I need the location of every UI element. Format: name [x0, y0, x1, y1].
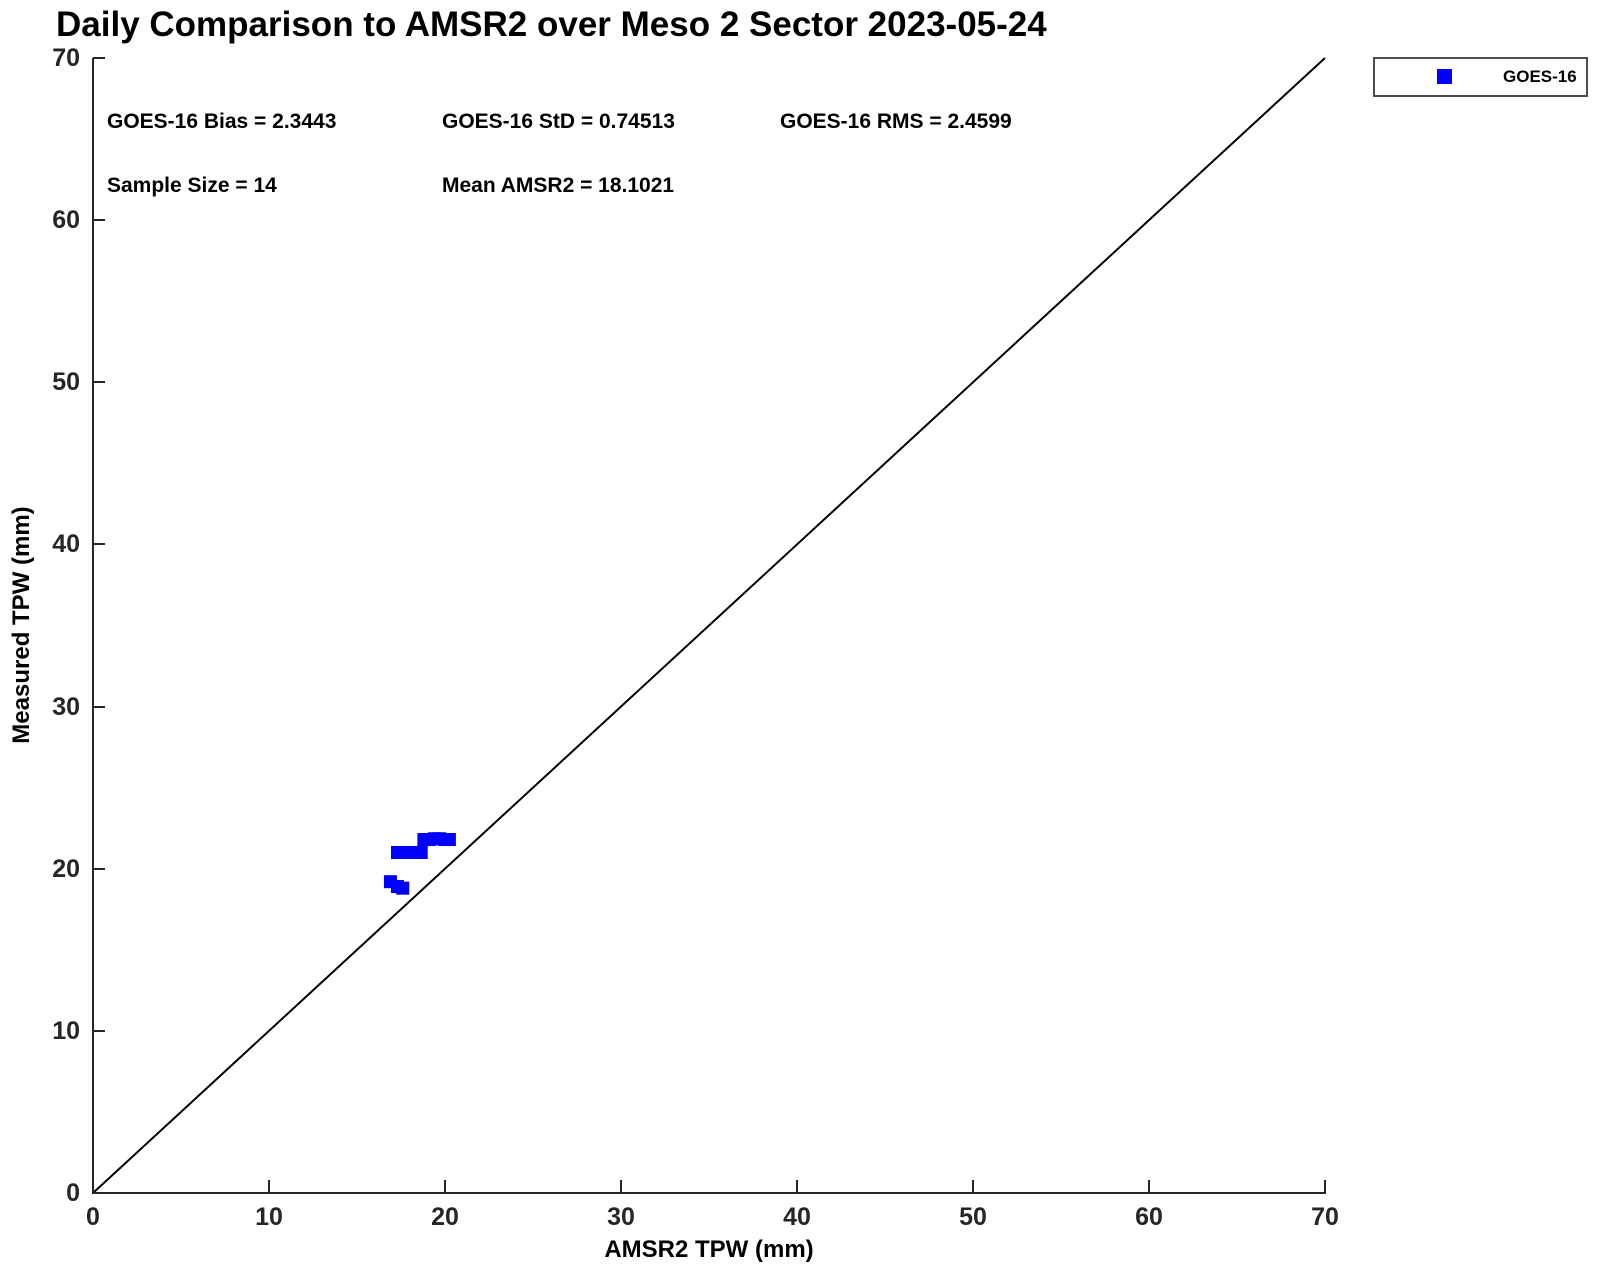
y-axis-line: [92, 58, 94, 1194]
y-tick: [93, 219, 105, 222]
legend-label: GOES-16: [1503, 67, 1577, 86]
y-tick-label: 30: [52, 692, 80, 721]
x-tick: [796, 1180, 798, 1192]
y-tick-label: 50: [52, 368, 80, 397]
identity-line: [92, 57, 1326, 1194]
y-tick: [93, 1029, 105, 1032]
x-tick-label: 10: [255, 1203, 283, 1231]
x-tick: [620, 1180, 622, 1192]
y-tick-label: 0: [66, 1179, 80, 1207]
y-tick: [93, 381, 105, 384]
x-tick: [972, 1180, 974, 1192]
y-tick: [93, 705, 105, 708]
chart-title: Daily Comparison to AMSR2 over Meso 2 Se…: [56, 5, 1047, 44]
y-axis-label: Measured TPW (mm): [8, 506, 35, 744]
x-tick: [268, 1180, 270, 1192]
data-point-goes-16: [414, 846, 428, 859]
legend-square-marker-icon: [1437, 69, 1452, 84]
x-tick-label: 50: [959, 1203, 987, 1231]
x-axis-label: AMSR2 TPW (mm): [604, 1236, 814, 1263]
stat-sample-size: Sample Size = 14: [107, 174, 277, 197]
x-tick: [1148, 1180, 1150, 1192]
x-tick: [1324, 1180, 1326, 1192]
data-point-goes-16: [442, 833, 456, 847]
y-tick-label: 10: [52, 1016, 80, 1045]
x-tick-label: 0: [86, 1203, 100, 1231]
y-tick-label: 40: [52, 530, 80, 559]
x-tick-label: 20: [431, 1203, 459, 1231]
y-tick: [93, 543, 105, 546]
x-tick: [444, 1180, 446, 1192]
y-tick: [93, 1192, 105, 1194]
y-tick-label: 60: [52, 206, 80, 235]
stat-std: GOES-16 StD = 0.74513: [442, 110, 675, 133]
x-tick-label: 70: [1311, 1203, 1339, 1231]
x-tick-label: 40: [783, 1203, 811, 1231]
y-tick-label: 70: [52, 44, 80, 72]
y-tick: [93, 57, 105, 59]
stat-rms: GOES-16 RMS = 2.4599: [780, 110, 1012, 133]
x-tick-label: 30: [607, 1203, 635, 1231]
x-tick-label: 60: [1135, 1203, 1163, 1231]
data-point-goes-16: [396, 881, 410, 895]
stat-bias: GOES-16 Bias = 2.3443: [107, 110, 337, 133]
y-tick-label: 20: [52, 854, 80, 883]
stat-mean-amsr2: Mean AMSR2 = 18.1021: [442, 174, 675, 197]
legend: GOES-16: [1373, 57, 1588, 97]
x-tick: [92, 1180, 94, 1192]
x-axis-line: [92, 1192, 1326, 1194]
plot-area: [92, 57, 1326, 1194]
y-tick: [93, 867, 105, 870]
